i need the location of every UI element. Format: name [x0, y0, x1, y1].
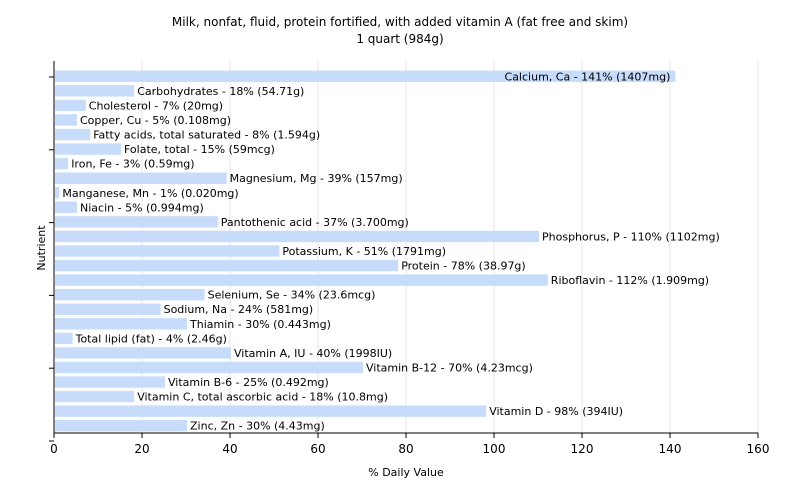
data-label: Iron, Fe - 3% (0.59mg): [71, 158, 194, 171]
x-tick-label: 160: [747, 442, 770, 456]
data-label: Vitamin B-6 - 25% (0.492mg): [168, 376, 329, 389]
bar: [55, 259, 399, 272]
x-tick-label: 40: [222, 442, 237, 456]
data-label: Fatty acids, total saturated - 8% (1.594…: [93, 129, 320, 142]
chart-subtitle: 1 quart (984g): [356, 32, 444, 46]
data-label: Magnesium, Mg - 39% (157mg): [230, 172, 403, 185]
bar: [55, 128, 91, 141]
bar: [55, 347, 231, 359]
bar: [55, 274, 548, 286]
bar: [55, 332, 73, 345]
chart-title: Milk, nonfat, fluid, protein fortified, …: [171, 15, 629, 29]
bar: [55, 361, 363, 374]
bar: [55, 245, 280, 257]
x-tick-label: 80: [398, 442, 413, 456]
bar: [55, 230, 539, 243]
bar: [55, 172, 227, 184]
bar: [55, 201, 77, 213]
bar: [55, 114, 77, 126]
data-label: Riboflavin - 112% (1.909mg): [551, 274, 709, 287]
data-label: Sodium, Na - 24% (581mg): [164, 303, 314, 316]
bar: [55, 70, 676, 82]
bar: [55, 157, 69, 170]
x-tick-label: 120: [571, 442, 594, 456]
data-label: Vitamin C, total ascorbic acid - 18% (10…: [137, 391, 388, 404]
bar: [55, 318, 187, 330]
data-label: Selenium, Se - 34% (23.6mcg): [208, 289, 376, 302]
data-label: Protein - 78% (38.97g): [401, 260, 526, 273]
data-label: Total lipid (fat) - 4% (2.46g): [75, 332, 227, 345]
data-label: Thiamin - 30% (0.443mg): [189, 318, 331, 331]
x-tick-label: 0: [50, 442, 58, 456]
bar: [55, 303, 161, 315]
data-label: Pantothenic acid - 37% (3.700mg): [221, 216, 409, 229]
bars: Calcium, Ca - 141% (1407mg) Carbohydrates…: [55, 70, 720, 433]
data-label: Niacin - 5% (0.994mg): [80, 201, 204, 214]
x-axis-title: % Daily Value: [368, 466, 444, 479]
bar: [55, 420, 187, 432]
x-tick-label: 20: [134, 442, 149, 456]
bar: [55, 143, 121, 155]
axes: 0 20 40 60 80 100 120 140 160: [49, 61, 769, 456]
data-label: Cholesterol - 7% (20mg): [89, 99, 223, 112]
y-axis-title: Nutrient: [35, 225, 48, 271]
data-label: Vitamin A, IU - 40% (1998IU): [234, 347, 392, 360]
data-label: Potassium, K - 51% (1791mg): [282, 245, 446, 258]
bar: [55, 99, 86, 112]
data-label: Phosphorus, P - 110% (1102mg): [542, 230, 720, 243]
x-tick-label: 100: [483, 442, 506, 456]
bar: [55, 405, 487, 417]
data-label: Copper, Cu - 5% (0.108mg): [80, 114, 231, 127]
bar: [55, 85, 135, 97]
x-tick-label: 140: [659, 442, 682, 456]
data-label: Manganese, Mn - 1% (0.020mg): [62, 187, 238, 200]
data-label: Carbohydrates - 18% (54.71g): [137, 85, 304, 98]
data-label: Folate, total - 15% (59mcg): [124, 143, 275, 156]
bar: [55, 376, 165, 388]
data-label: Calcium, Ca - 141% (1407mg): [505, 70, 671, 83]
bar: [55, 390, 135, 403]
data-label: Vitamin B-12 - 70% (4.23mcg): [366, 361, 533, 374]
x-tick-label: 60: [310, 442, 325, 456]
bar: [55, 216, 218, 228]
bar: [55, 187, 60, 199]
bar: [55, 289, 205, 301]
data-label: Vitamin D - 98% (394IU): [489, 405, 623, 418]
data-label: Zinc, Zn - 30% (4.43mg): [190, 420, 325, 433]
